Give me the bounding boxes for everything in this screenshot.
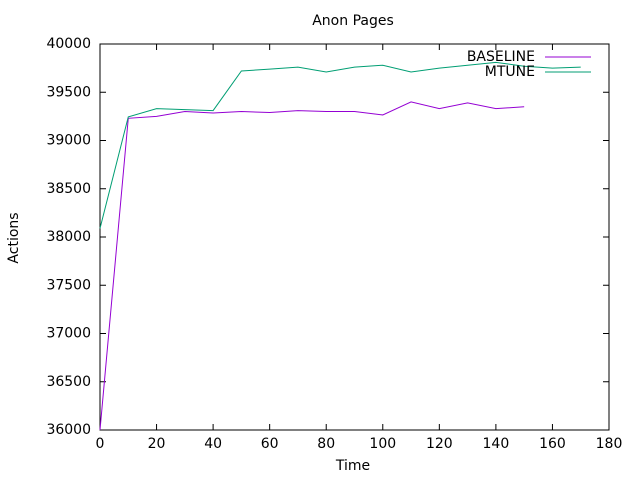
chart-title: Anon Pages — [312, 13, 394, 29]
x-tick-label: 180 — [596, 436, 623, 452]
y-tick-label: 37000 — [46, 326, 91, 342]
y-tick-label: 39500 — [46, 84, 91, 100]
y-tick-label: 37500 — [46, 277, 91, 293]
y-tick-label: 36500 — [46, 374, 91, 390]
legend-label: MTUNE — [485, 64, 535, 80]
x-tick-label: 160 — [539, 436, 566, 452]
y-tick-label: 39000 — [46, 133, 91, 149]
x-tick-label: 20 — [148, 436, 166, 452]
y-axis-label: Actions — [6, 212, 22, 263]
series-line — [99, 101, 525, 431]
x-axis-label: Time — [335, 458, 370, 474]
x-tick-label: 80 — [317, 436, 335, 452]
x-tick-label: 40 — [204, 436, 222, 452]
series-line — [99, 61, 581, 229]
y-tick-label: 38500 — [46, 181, 91, 197]
x-tick-label: 120 — [426, 436, 453, 452]
x-tick-label: 100 — [369, 436, 396, 452]
x-tick-label: 140 — [483, 436, 510, 452]
x-tick-label: 0 — [96, 436, 105, 452]
legend-label: BASELINE — [467, 49, 535, 65]
y-tick-label: 38000 — [46, 229, 91, 245]
x-tick-label: 60 — [261, 436, 279, 452]
y-tick-label: 36000 — [46, 422, 91, 438]
y-tick-label: 40000 — [46, 36, 91, 52]
